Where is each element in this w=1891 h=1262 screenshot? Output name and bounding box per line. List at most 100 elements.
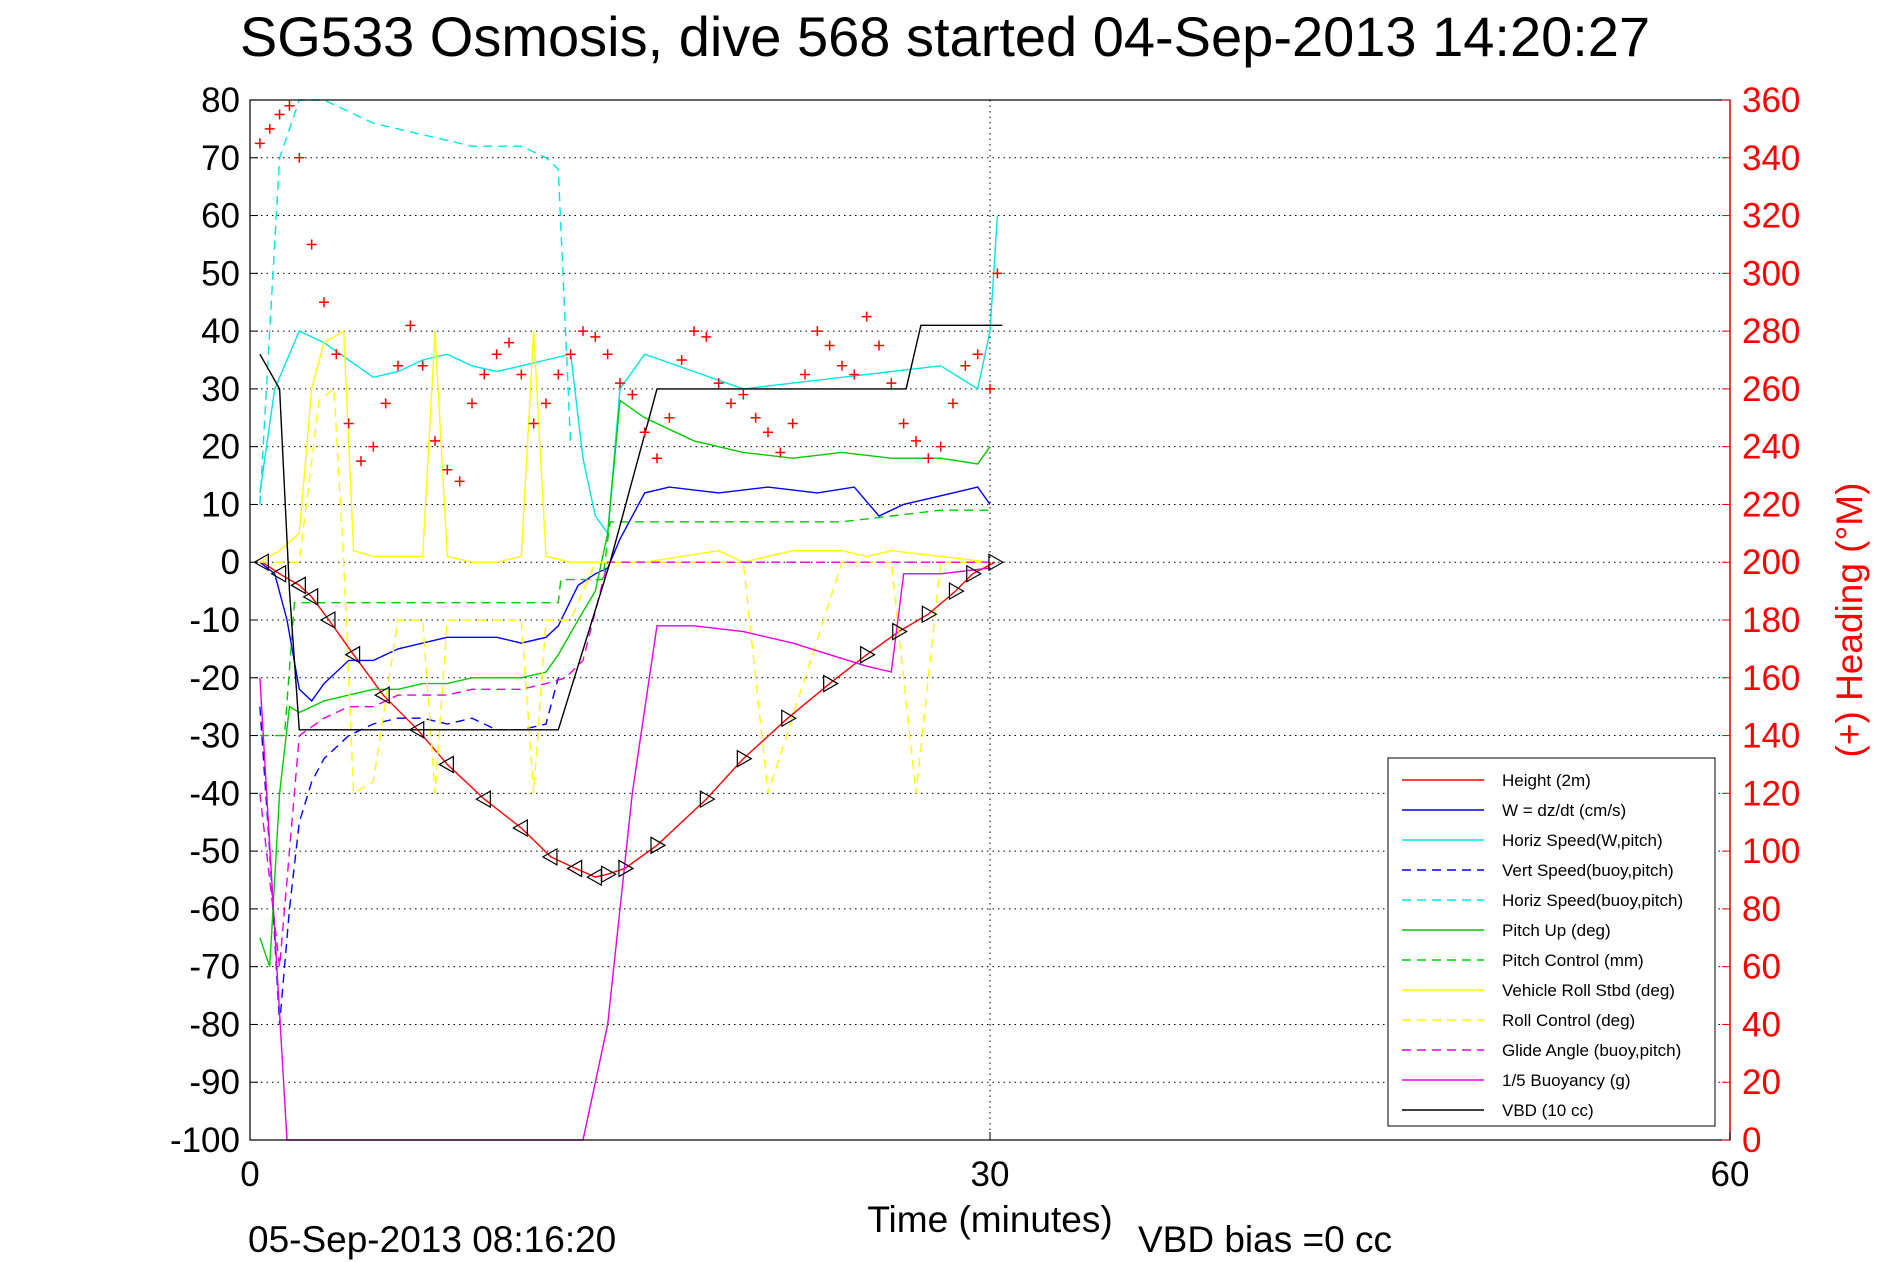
depth-triangle-marker: [270, 564, 287, 583]
depth-triangle-marker: [823, 674, 839, 693]
heading-point: [454, 476, 465, 487]
heading-point: [491, 349, 502, 360]
heading-point: [763, 427, 773, 438]
heading-point: [254, 138, 265, 149]
series-line: [261, 561, 996, 878]
heading-point: [541, 398, 551, 409]
heading-point: [615, 378, 625, 389]
y2-tick-label: 240: [1742, 428, 1800, 467]
heading-point: [264, 123, 275, 134]
heading-point: [689, 326, 699, 337]
heading-point: [948, 398, 958, 409]
depth-triangle-marker: [290, 576, 306, 595]
chart-title: SG533 Osmosis, dive 568 started 04-Sep-2…: [240, 5, 1650, 68]
depth-triangle-marker: [966, 564, 982, 583]
depth-triangle-marker: [988, 553, 1005, 572]
y-tick-label: 10: [201, 485, 240, 524]
legend-label: Glide Angle (buoy,pitch): [1502, 1041, 1681, 1060]
heading-point: [319, 297, 329, 308]
y2-tick-label: 140: [1742, 717, 1800, 756]
y2-tick-label: 220: [1742, 485, 1800, 524]
depth-triangle-marker: [566, 859, 583, 878]
y-tick-label: -20: [189, 659, 240, 698]
y-tick-label: 20: [201, 428, 240, 467]
depth-triangle-marker: [781, 709, 797, 728]
heading-point: [528, 418, 539, 429]
depth-triangle-marker: [541, 847, 558, 866]
heading-point: [565, 349, 576, 360]
heading-point: [590, 331, 601, 342]
y-tick-label: -70: [189, 948, 240, 987]
legend-label: Pitch Control (mm): [1502, 951, 1644, 970]
heading-point: [639, 427, 650, 438]
heading-point: [393, 360, 403, 371]
legend-label: Height (2m): [1502, 771, 1591, 790]
series-line: [259, 329, 991, 563]
y2-tick-label: 100: [1742, 832, 1800, 871]
depth-triangle-marker: [948, 582, 965, 601]
legend-label: VBD (10 cc): [1502, 1101, 1594, 1120]
heading-point: [578, 326, 588, 337]
heading-point: [992, 268, 1003, 279]
y-tick-label: 30: [201, 370, 240, 409]
y-tick-label: -90: [189, 1063, 240, 1102]
y-tick-label: 70: [201, 139, 240, 178]
depth-triangle-marker: [512, 818, 528, 838]
axis-ticks: 80706050403020100-10-20-30-40-50-60-70-8…: [170, 81, 1800, 1194]
x-tick-label: 60: [1711, 1155, 1750, 1194]
heading-point: [380, 398, 391, 409]
depth-triangle-marker: [302, 587, 319, 606]
heading-point: [787, 418, 798, 429]
y2-tick-label: 360: [1742, 81, 1800, 120]
series-line: [259, 99, 572, 505]
x-tick-label: 30: [971, 1155, 1010, 1194]
heading-point: [985, 383, 995, 394]
series-line: [259, 561, 990, 967]
depth-triangle-marker: [736, 749, 753, 768]
y2-tick-label: 260: [1742, 370, 1800, 409]
heading-point: [430, 435, 440, 446]
legend-label: Horiz Speed(buoy,pitch): [1502, 891, 1683, 910]
legend-label: Roll Control (deg): [1502, 1011, 1635, 1030]
series-line: [259, 486, 991, 702]
heading-point: [972, 349, 983, 360]
depth-triangle-marker: [921, 605, 938, 624]
y-tick-label: 50: [201, 254, 240, 293]
depth-triangle-marker: [699, 790, 716, 809]
y2-tick-label: 280: [1742, 312, 1800, 351]
heading-point: [800, 369, 810, 380]
legend: Height (2m) W = dz/dt (cm/s) Horiz Speed(W…: [1387, 757, 1716, 1127]
y2-tick-label: 0: [1742, 1121, 1761, 1160]
heading-point: [824, 340, 835, 351]
heading-point: [837, 360, 847, 371]
depth-triangle-marker: [892, 622, 908, 641]
heading-point: [405, 320, 416, 331]
depth-triangle-marker: [438, 755, 454, 774]
y2-tick-label: 300: [1742, 254, 1800, 293]
x-axis-label: Time (minutes): [867, 1199, 1112, 1240]
legend-label: Vehicle Roll Stbd (deg): [1502, 981, 1675, 1000]
heading-point: [812, 326, 823, 337]
y2-axis-label: (+) Heading (°M): [1829, 483, 1870, 758]
y-tick-label: 80: [201, 81, 240, 120]
y-tick-label: -40: [189, 774, 240, 813]
heading-point: [504, 337, 514, 348]
heading-point: [935, 441, 946, 452]
series-line: [259, 324, 1003, 731]
heading-point: [417, 360, 428, 371]
y-tick-label: -100: [170, 1121, 240, 1160]
heading-point: [923, 453, 934, 464]
heading-point: [738, 389, 749, 400]
depth-triangle-marker: [344, 645, 361, 664]
heading-point: [331, 349, 342, 360]
heading-point: [343, 418, 354, 429]
heading-point: [479, 369, 490, 380]
heading-point: [898, 418, 909, 429]
y2-tick-label: 340: [1742, 139, 1800, 178]
y2-tick-label: 200: [1742, 543, 1800, 582]
legend-box: [1387, 757, 1716, 1127]
y2-tick-label: 320: [1742, 197, 1800, 236]
depth-triangle-marker: [253, 553, 269, 572]
heading-point: [701, 331, 712, 342]
